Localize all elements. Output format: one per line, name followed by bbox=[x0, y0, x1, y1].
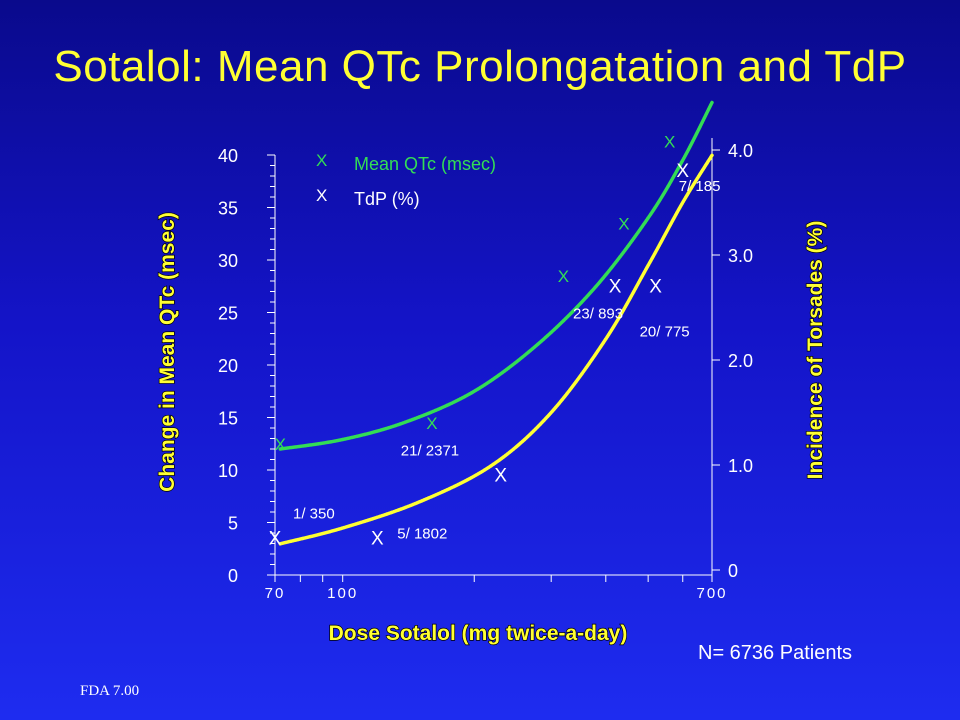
chart-title: Sotalol: Mean QTc Prolongatation and TdP bbox=[53, 42, 907, 91]
x-axis-title: Dose Sotalol (mg twice-a-day) bbox=[329, 622, 628, 645]
y-left-tick-label: 30 bbox=[218, 251, 238, 271]
qtc-marker: X bbox=[426, 414, 437, 433]
tdp-marker: X bbox=[676, 161, 689, 182]
qtc-marker: X bbox=[618, 214, 629, 233]
tdp-data-label: 7/ 185 bbox=[679, 178, 721, 195]
axes: 0 5 10 15 20 25 30 35 40 0 1.0 2.0 3.0 4.0 70 100 700 bbox=[218, 138, 753, 602]
patients-note: N= 6736 Patients bbox=[698, 642, 852, 664]
y-left-tick-label: 40 bbox=[218, 146, 238, 166]
x-tick-label: 100 bbox=[327, 585, 358, 602]
footer-source: FDA 7.00 bbox=[80, 683, 140, 699]
y-left-axis-title: Change in Mean QTc (msec) bbox=[156, 212, 179, 492]
y-left-tick-label: 5 bbox=[228, 514, 238, 534]
y-left-tick-label: 25 bbox=[218, 304, 238, 324]
qtc-curve bbox=[278, 100, 714, 451]
y-right-axis-title: Incidence of Torsades (%) bbox=[804, 221, 827, 480]
qtc-marker: X bbox=[275, 435, 286, 454]
point-labels: 1/ 350 5/ 1802 21/ 2371 23/ 893 20/ 775 7/ 18… bbox=[293, 178, 720, 543]
tdp-data-label: 1/ 350 bbox=[293, 506, 335, 523]
tdp-data-label: 5/ 1802 bbox=[397, 526, 447, 543]
legend-label: TdP (%) bbox=[354, 189, 420, 209]
legend-label: Mean QTc (msec) bbox=[354, 154, 496, 174]
tdp-data-label: 21/ 2371 bbox=[401, 443, 459, 460]
y-right-tick-label: 2.0 bbox=[728, 351, 753, 371]
tdp-marker: X bbox=[269, 529, 282, 550]
y-left-tick-label: 10 bbox=[218, 461, 238, 481]
y-right-tick-label: 0 bbox=[728, 561, 738, 581]
curves bbox=[278, 100, 714, 546]
y-right-tick-label: 4.0 bbox=[728, 141, 753, 161]
tdp-marker: X bbox=[494, 466, 507, 487]
y-left-tick-label: 20 bbox=[218, 356, 238, 376]
y-left-tick-label: 15 bbox=[218, 409, 238, 429]
legend-marker: X bbox=[316, 151, 327, 170]
x-tick-label: 700 bbox=[696, 585, 727, 602]
legend: X Mean QTc (msec) X TdP (%) bbox=[316, 151, 496, 209]
legend-marker: X bbox=[316, 186, 327, 205]
y-right-tick-label: 3.0 bbox=[728, 246, 753, 266]
tdp-marker: X bbox=[649, 277, 662, 298]
x-tick-label: 70 bbox=[265, 585, 286, 602]
tdp-curve bbox=[278, 153, 714, 546]
tdp-marker: X bbox=[371, 529, 384, 550]
y-left-tick-label: 0 bbox=[228, 566, 238, 586]
tdp-marker: X bbox=[609, 277, 622, 298]
qtc-marker: X bbox=[664, 132, 675, 151]
y-right-tick-label: 1.0 bbox=[728, 456, 753, 476]
qtc-marker: X bbox=[558, 267, 569, 286]
tdp-data-label: 20/ 775 bbox=[640, 324, 690, 341]
tdp-data-label: 23/ 893 bbox=[573, 306, 623, 323]
y-left-tick-label: 35 bbox=[218, 199, 238, 219]
